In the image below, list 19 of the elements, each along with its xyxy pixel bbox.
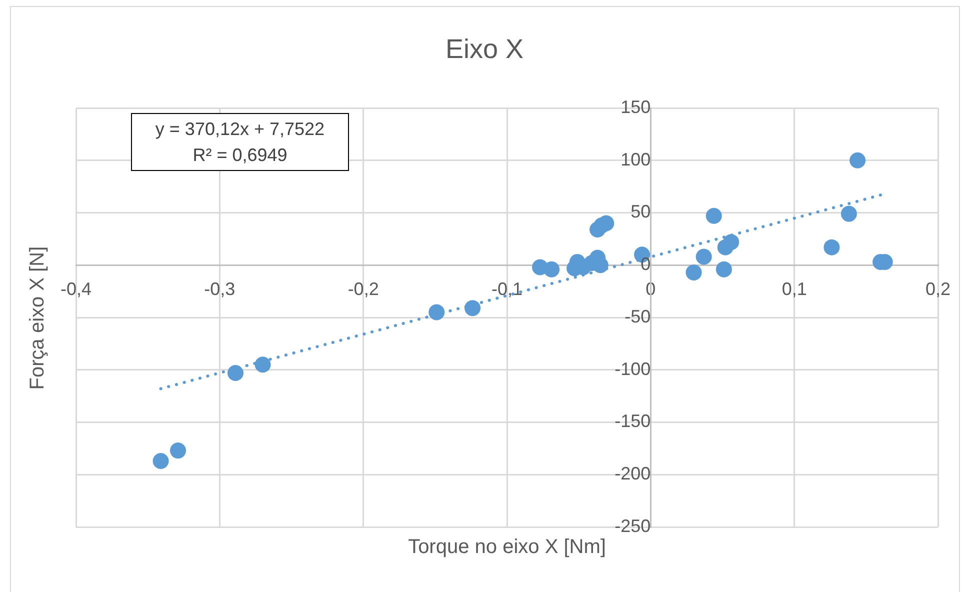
y-axis-title: Força eixo X [N] [26, 246, 50, 390]
y-tick-label: 100 [620, 149, 651, 170]
x-tick-label: -0,4 [60, 278, 92, 299]
chart-title: Eixo X [444, 34, 525, 65]
x-axis-title: Torque no eixo X [Nm] [407, 536, 607, 559]
x-tick-label: 0,2 [925, 278, 951, 299]
x-tick-label: -0,2 [348, 278, 379, 299]
annotation: y = 370,12x + 7,7522 [154, 118, 326, 141]
x-tick-label: -0,3 [204, 278, 236, 299]
y-tick-label: -250 [614, 516, 651, 536]
x-tick-label: -0,1 [491, 278, 523, 299]
x-tick-label: 0,1 [782, 278, 807, 299]
y-tick-label: -100 [614, 358, 651, 379]
y-tick-label: -200 [614, 464, 651, 484]
y-tick-label: 150 [620, 96, 651, 117]
y-tick-label: -150 [614, 411, 651, 432]
annotation: R² = 0,6949 [192, 144, 288, 167]
y-tick-label: -50 [624, 306, 651, 326]
y-tick-label: 50 [630, 202, 651, 222]
